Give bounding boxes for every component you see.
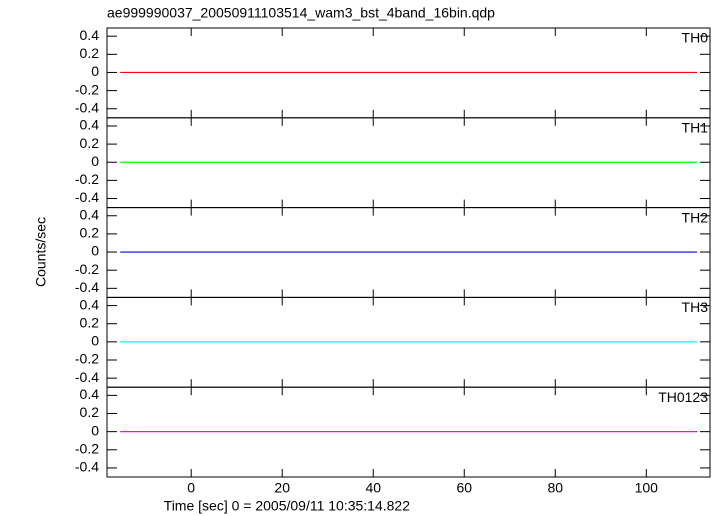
x-tick-label: 100 xyxy=(635,480,659,496)
x-tick-label: 60 xyxy=(456,480,472,496)
y-tick-label: 0.4 xyxy=(80,296,100,312)
y-tick-label: 0.4 xyxy=(80,27,100,43)
y-tick-label: 0.2 xyxy=(80,225,100,241)
panel-label: TH0123 xyxy=(658,389,708,405)
y-tick-label: 0.2 xyxy=(80,45,100,61)
panel-label: TH0 xyxy=(682,30,709,46)
y-tick-label: 0 xyxy=(91,63,99,79)
y-tick-label: -0.4 xyxy=(75,459,99,475)
y-tick-label: -0.2 xyxy=(75,171,99,187)
y-axis-label: Counts/sec xyxy=(33,217,49,287)
y-tick-label: 0 xyxy=(91,422,99,438)
panel-label: TH2 xyxy=(682,209,709,225)
y-tick-label: 0.2 xyxy=(80,404,100,420)
y-tick-label: 0 xyxy=(91,333,99,349)
y-tick-label: -0.4 xyxy=(75,279,99,295)
y-tick-label: -0.2 xyxy=(75,81,99,97)
x-tick-label: 20 xyxy=(274,480,290,496)
y-tick-label: 0.4 xyxy=(80,117,100,133)
y-tick-label: 0.4 xyxy=(80,206,100,222)
y-tick-label: -0.2 xyxy=(75,440,99,456)
y-tick-label: -0.4 xyxy=(75,99,99,115)
y-tick-label: -0.2 xyxy=(75,261,99,277)
panel-label: TH1 xyxy=(682,120,709,136)
y-tick-label: -0.2 xyxy=(75,351,99,367)
y-tick-label: -0.4 xyxy=(75,369,99,385)
panel-label: TH3 xyxy=(682,299,709,315)
x-axis-label: Time [sec] 0 = 2005/09/11 10:35:14.822 xyxy=(164,498,411,514)
y-tick-label: 0.2 xyxy=(80,135,100,151)
x-tick-label: 0 xyxy=(187,480,195,496)
y-tick-label: 0.4 xyxy=(80,386,100,402)
y-tick-label: 0 xyxy=(91,243,99,259)
y-tick-label: 0 xyxy=(91,153,99,169)
y-tick-label: 0.2 xyxy=(80,314,100,330)
chart-title: ae999990037_20050911103514_wam3_bst_4ban… xyxy=(107,5,495,21)
x-tick-label: 40 xyxy=(365,480,381,496)
x-tick-label: 80 xyxy=(547,480,563,496)
y-tick-label: -0.4 xyxy=(75,189,99,205)
